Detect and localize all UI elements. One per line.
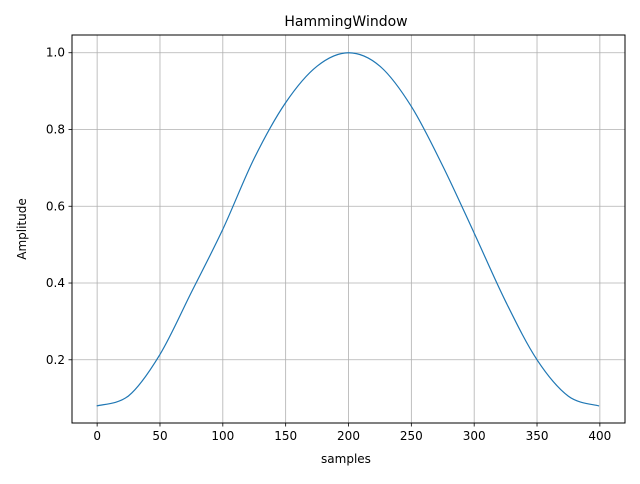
x-tick-label: 100 — [211, 429, 234, 443]
chart-title: HammingWindow — [284, 14, 407, 30]
y-axis: 0.2 0.4 0.6 0.8 1.0 — [46, 46, 72, 367]
y-tick-label: 1.0 — [46, 46, 65, 60]
x-tick-label: 200 — [337, 429, 360, 443]
x-axis: 0 50 100 150 200 250 300 350 400 — [93, 423, 611, 443]
y-tick-label: 0.6 — [46, 199, 65, 213]
x-tick-label: 0 — [93, 429, 101, 443]
y-tick-label: 0.2 — [46, 353, 65, 367]
x-tick-label: 350 — [526, 429, 549, 443]
x-tick-label: 150 — [274, 429, 297, 443]
y-tick-label: 0.4 — [46, 276, 65, 290]
x-tick-label: 300 — [463, 429, 486, 443]
x-tick-label: 250 — [400, 429, 423, 443]
x-tick-label: 50 — [152, 429, 167, 443]
x-axis-label: samples — [321, 452, 371, 466]
x-tick-label: 400 — [588, 429, 611, 443]
y-axis-label: Amplitude — [15, 198, 29, 260]
y-tick-label: 0.8 — [46, 122, 65, 136]
series-line — [96, 52, 600, 407]
series-layer — [96, 52, 600, 407]
